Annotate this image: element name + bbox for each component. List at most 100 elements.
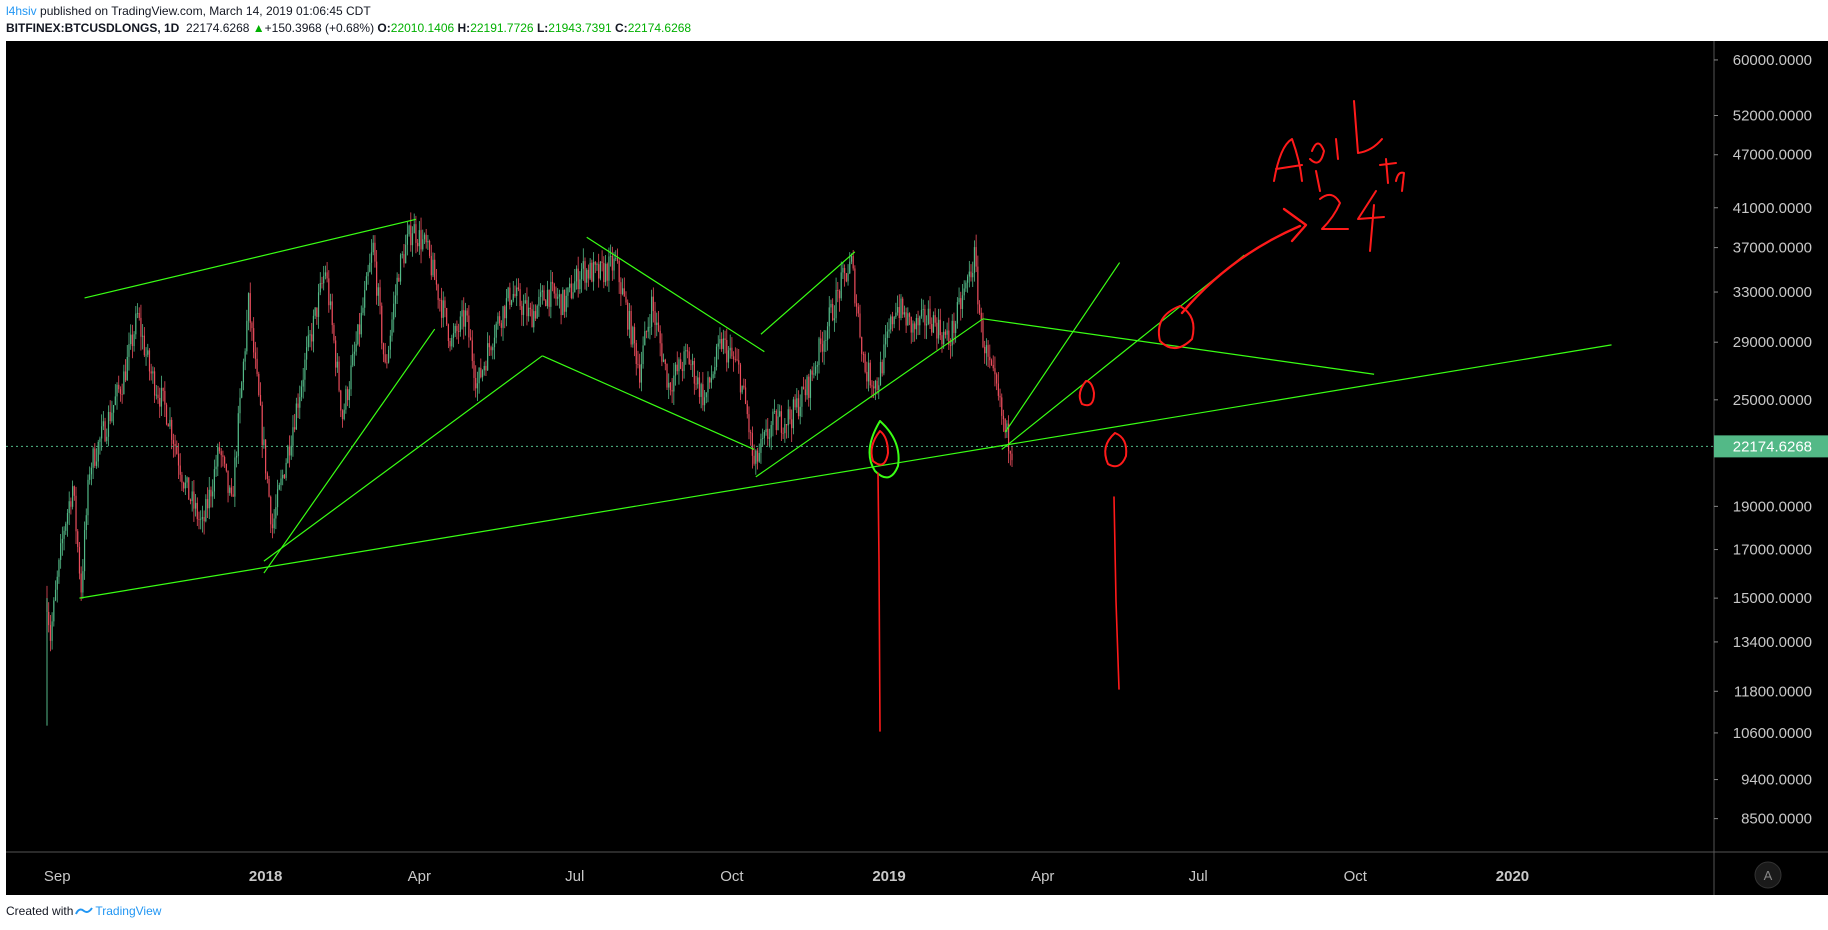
candle-body: [538, 296, 540, 306]
candle-body: [393, 303, 395, 320]
candle-body: [606, 263, 608, 281]
candle-body: [840, 272, 842, 299]
candle-body: [299, 397, 301, 408]
candle-body: [121, 393, 123, 395]
candle-body: [418, 230, 420, 247]
candle-body: [268, 478, 270, 497]
candle-body: [888, 329, 890, 332]
candle-body: [266, 473, 268, 479]
candle-body: [996, 374, 998, 384]
created-with-label: Created with: [6, 904, 74, 918]
candle-body: [830, 303, 832, 308]
candle-body: [446, 307, 448, 325]
candle-body: [710, 378, 713, 383]
candle-body: [184, 482, 186, 489]
candle-body: [855, 303, 858, 307]
tradingview-logo-icon: [75, 907, 94, 915]
candle-body: [847, 273, 849, 282]
candle-body: [960, 298, 962, 309]
time-axis-panel[interactable]: [6, 852, 1828, 895]
candle-body: [159, 397, 161, 407]
candle-body: [908, 313, 911, 317]
candle-body: [540, 292, 542, 297]
candle-body: [461, 310, 463, 317]
candle-body: [502, 306, 504, 328]
candle-body: [449, 340, 451, 347]
candle-body: [862, 353, 865, 355]
candle-body: [473, 360, 475, 378]
candle-body: [63, 530, 65, 539]
candle-body: [521, 306, 523, 315]
close-value: 22174.6268: [627, 21, 692, 35]
candle-body: [548, 289, 550, 307]
candle-body: [668, 382, 670, 388]
ohlc-line: BITFINEX:BTCUSDLONGS, 1D 22174.6268 ▲+15…: [6, 21, 691, 35]
candle-body: [949, 344, 952, 346]
candle-body: [683, 351, 685, 372]
price-tick-label: 29000.0000: [1733, 334, 1812, 351]
candle-body: [292, 427, 294, 446]
candle-body: [253, 328, 255, 353]
candle-body: [555, 293, 557, 299]
candle-body: [922, 309, 924, 310]
candle-body: [468, 315, 470, 338]
candle-body: [432, 259, 434, 276]
price-tick-label: 19000.0000: [1733, 498, 1812, 515]
candle-body: [953, 320, 955, 333]
candle-body: [68, 501, 70, 513]
candle-body: [370, 252, 373, 263]
candle-body: [876, 380, 878, 391]
auto-scale-icon[interactable]: A: [1764, 868, 1773, 883]
author-link[interactable]: l4hsiv: [6, 4, 37, 18]
candle-body: [514, 293, 516, 297]
candle-body: [915, 318, 917, 330]
price-tick-label: 52000.0000: [1733, 107, 1812, 124]
time-tick-label: Sep: [44, 868, 71, 885]
candle-body: [99, 438, 101, 442]
trendline: [755, 318, 984, 478]
candle-body: [970, 271, 972, 278]
last-price-badge: [1714, 435, 1828, 458]
candle-body: [157, 394, 159, 398]
candle-body: [442, 300, 444, 318]
candle-body: [582, 261, 584, 269]
candle-body: [210, 489, 212, 497]
candle-body: [263, 439, 265, 445]
last-price: 22174.6268: [186, 21, 250, 35]
candle-body: [937, 319, 940, 339]
price-chart[interactable]: 22174.6268 60000.0000 52000.0000 47000.000…: [0, 41, 1828, 895]
high-label: H:: [457, 21, 471, 35]
candle-body: [480, 367, 482, 378]
candle-body: [632, 327, 634, 345]
candle-body: [229, 487, 231, 493]
candle-body: [94, 448, 96, 466]
candle-body: [454, 325, 456, 334]
tradingview-link[interactable]: TradingView: [95, 904, 162, 918]
candle-body: [767, 428, 769, 439]
auto-scale-button[interactable]: A: [1754, 861, 1782, 889]
candle-body: [317, 292, 320, 317]
candle-body: [194, 502, 197, 509]
candle-body: [324, 272, 326, 277]
candle-body: [580, 268, 583, 280]
candle-body: [842, 267, 844, 273]
candle-body: [572, 292, 574, 299]
candle-body: [809, 370, 812, 398]
trendline: [84, 218, 417, 299]
candle-body: [160, 387, 163, 407]
candle-body: [936, 322, 938, 339]
candle-body: [533, 311, 535, 328]
time-tick-label: Oct: [720, 868, 744, 885]
candle-body: [53, 600, 55, 622]
trendline: [760, 251, 856, 335]
candle-body: [726, 340, 728, 363]
candle-body: [541, 290, 543, 293]
candle-body: [896, 307, 899, 313]
candle-body: [724, 338, 726, 341]
candle-body: [364, 290, 366, 308]
candle-body: [743, 385, 745, 388]
candle-body: [736, 359, 738, 361]
candle-body: [642, 345, 644, 365]
candle-body: [376, 261, 378, 296]
candle-body: [227, 470, 229, 493]
